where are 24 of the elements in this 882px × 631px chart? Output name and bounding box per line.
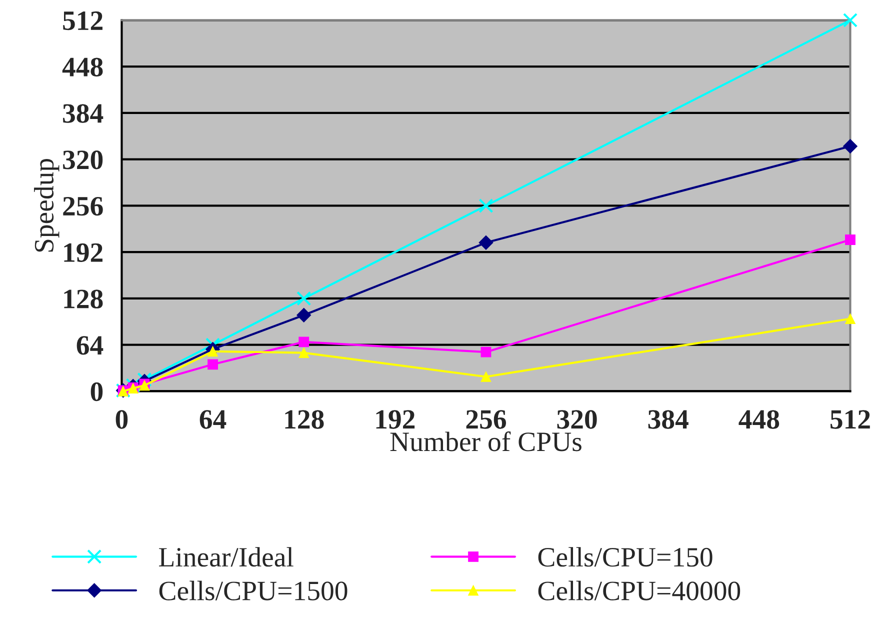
- x-tick-label: 320: [557, 410, 597, 429]
- x-tick-label: 128: [285, 410, 324, 429]
- x-tick-label: 64: [200, 410, 226, 429]
- y-axis-title: Speedup: [34, 158, 60, 252]
- y-tick-label: 384: [63, 104, 104, 123]
- x-tick-label: 256: [466, 410, 506, 429]
- y-tick-label: 512: [63, 11, 102, 30]
- legend-label: Linear/Ideal: [159, 547, 294, 567]
- y-tick-label: 128: [64, 290, 103, 308]
- y-tick-label: 256: [63, 196, 103, 216]
- y-tick-label: 0: [90, 382, 103, 402]
- x-tick-label: 0: [116, 410, 128, 429]
- x-tick-label: 384: [648, 410, 688, 429]
- legend-label: Cells/CPU=150: [538, 547, 712, 567]
- y-tick-label: 320: [63, 150, 103, 170]
- x-tick-label: 192: [376, 410, 415, 429]
- y-tick-label: 64: [76, 336, 104, 355]
- y-tick-label: 448: [62, 58, 103, 76]
- x-tick-label: 448: [738, 410, 780, 429]
- x-tick-label: 512: [830, 410, 870, 429]
- y-tick-label: 192: [64, 243, 102, 262]
- x-axis-title: Number of CPUs: [390, 431, 582, 452]
- legend-label: Cells/CPU=40000: [538, 580, 740, 600]
- legend-label: Cells/CPU=1500: [159, 580, 348, 600]
